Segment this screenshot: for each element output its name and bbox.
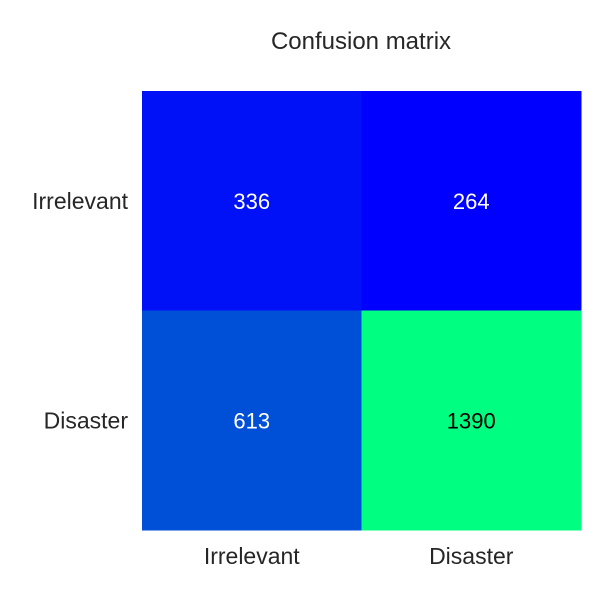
y-tick-label: Disaster [44, 407, 129, 433]
cell-value-label: 336 [233, 189, 270, 214]
x-axis-tick-labels: Irrelevant Disaster [204, 543, 514, 569]
heatmap-cell-irrelevant-irrelevant [142, 91, 362, 311]
cell-value-label: 1390 [447, 408, 496, 433]
chart-title: Confusion matrix [271, 28, 451, 55]
y-axis-tick-labels: Irrelevant Disaster [32, 188, 128, 434]
heatmap-cells [142, 91, 582, 531]
y-tick-label: Irrelevant [32, 188, 128, 214]
heatmap-cell-disaster-disaster [361, 310, 582, 531]
heatmap-cell-disaster-irrelevant [142, 310, 362, 531]
x-tick-label: Disaster [429, 543, 514, 569]
heatmap-cell-labels: 336 264 613 1390 [233, 189, 495, 434]
cell-value-label: 264 [453, 189, 490, 214]
heatmap-cell-irrelevant-disaster [361, 91, 582, 311]
x-tick-label: Irrelevant [204, 543, 300, 569]
cell-value-label: 613 [233, 408, 270, 433]
